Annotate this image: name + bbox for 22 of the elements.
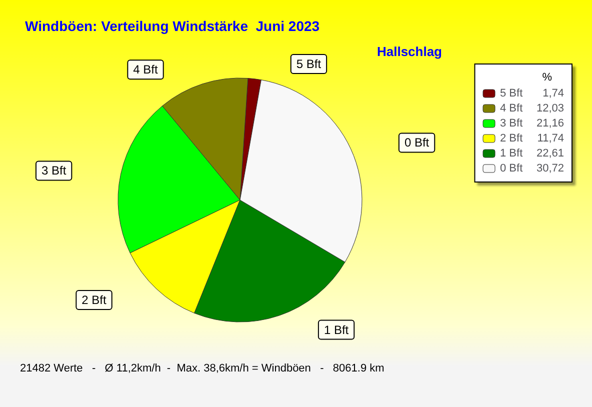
data-label: 21,16 [536, 118, 564, 130]
text: 21482 Werte - Ø 11,2km/h - Max. 38,6km/h = Windböen - 8061.9 km [20, 362, 384, 374]
legend-label: 4 Bft [500, 102, 523, 114]
legend-label: 0 Bft [500, 162, 523, 174]
category-label: 5 Bft [296, 56, 322, 71]
legend-label: 5 Bft [500, 88, 523, 100]
data-label: 22,61 [536, 148, 564, 160]
data-label: 12,03 [536, 102, 564, 114]
chart-subtitle: Hallschlag [376, 44, 442, 59]
legend-title: % [542, 72, 552, 84]
slice-label: 4 Bft [133, 62, 159, 77]
slice-label: 3 Bft [41, 164, 67, 178]
legend-label: 3 Bft [500, 118, 523, 130]
chart-title: Windböen: Verteilung Windstärke Juni 2023 [25, 18, 320, 34]
slice-label: 0 Bft [404, 136, 430, 150]
legend-label: 2 Bft [500, 132, 523, 144]
legend-label: 1 Bft [500, 148, 523, 160]
slice-label: 1 Bft [324, 322, 350, 337]
data-label: 11,74 [537, 132, 564, 144]
slice-label: 2 Bft [82, 293, 108, 307]
data-label: 1,74 [542, 88, 564, 100]
data-label: 30,72 [536, 162, 564, 174]
